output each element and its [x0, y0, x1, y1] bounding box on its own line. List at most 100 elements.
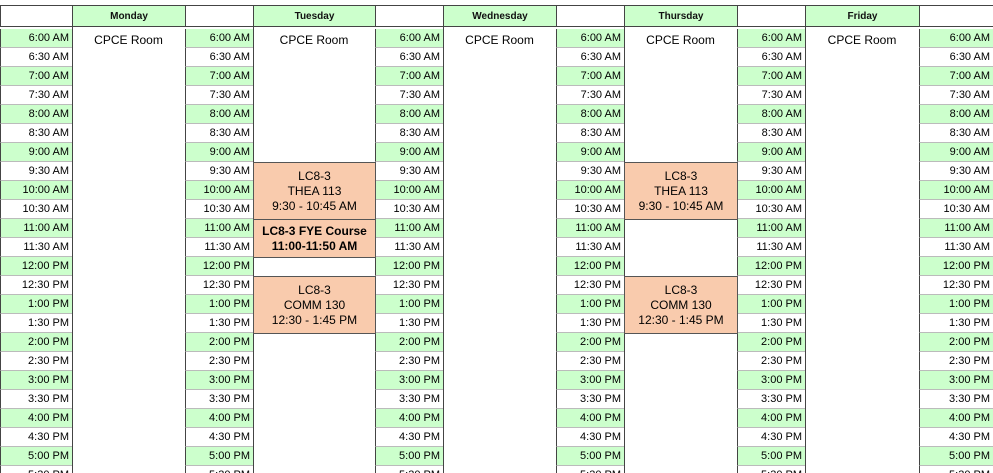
time-cell: 12:00 PM [185, 257, 253, 276]
time-cell: 7:00 AM [737, 67, 805, 86]
event-line: 11:00-11:50 AM [271, 238, 358, 253]
day-header: Friday [805, 5, 919, 27]
time-cell: 6:00 AM [375, 29, 443, 48]
time-cell: 9:30 AM [0, 162, 72, 181]
time-cell: 8:30 AM [556, 124, 624, 143]
time-cell: 6:00 AM [0, 29, 72, 48]
time-cell: 8:00 AM [185, 105, 253, 124]
time-cell: 4:30 PM [919, 428, 993, 447]
event-block: LC8-3 FYE Course 11:00-11:50 AM [253, 219, 376, 258]
time-cell: 11:30 AM [375, 238, 443, 257]
time-cell: 4:00 PM [919, 409, 993, 428]
time-cell: 3:00 PM [737, 371, 805, 390]
time-cell: 9:30 AM [919, 162, 993, 181]
time-cell: 6:00 AM [556, 29, 624, 48]
time-cell: 12:30 PM [375, 276, 443, 295]
time-cell: 9:00 AM [919, 143, 993, 162]
time-cell: 2:30 PM [919, 352, 993, 371]
time-cell: 8:00 AM [919, 105, 993, 124]
time-cell: 11:00 AM [0, 219, 72, 238]
time-cell: 1:30 PM [375, 314, 443, 333]
time-header [375, 5, 443, 27]
time-cell: 11:30 AM [737, 238, 805, 257]
time-cell: 4:00 PM [737, 409, 805, 428]
room-label: CPCE Room [827, 33, 897, 47]
time-cell: 4:00 PM [556, 409, 624, 428]
time-cell: 1:30 PM [919, 314, 993, 333]
time-cell: 8:30 AM [185, 124, 253, 143]
time-cell: 2:30 PM [556, 352, 624, 371]
time-cell: 6:30 AM [0, 48, 72, 67]
time-cell: 5:00 PM [375, 447, 443, 466]
time-cell: 5:00 PM [0, 447, 72, 466]
time-cell: 4:00 PM [185, 409, 253, 428]
time-header [919, 5, 993, 27]
time-cell: 3:00 PM [375, 371, 443, 390]
time-cell: 9:00 AM [556, 143, 624, 162]
time-cell: 4:30 PM [185, 428, 253, 447]
event-line: 9:30 - 10:45 AM [638, 198, 724, 213]
time-cell: 12:30 PM [0, 276, 72, 295]
room-label: CPCE Room [279, 33, 349, 47]
time-cell: 11:00 AM [919, 219, 993, 238]
time-cell: 3:00 PM [185, 371, 253, 390]
time-cell: 5:30 PM [919, 466, 993, 473]
time-cell: 4:00 PM [375, 409, 443, 428]
time-cell: 8:30 AM [375, 124, 443, 143]
room-label: CPCE Room [94, 33, 163, 47]
time-cell: 11:30 AM [0, 238, 72, 257]
time-cell: 12:30 PM [185, 276, 253, 295]
column-border [72, 5, 73, 473]
time-cell: 7:30 AM [737, 86, 805, 105]
time-cell: 2:00 PM [919, 333, 993, 352]
time-cell: 8:30 AM [737, 124, 805, 143]
time-cell: 1:00 PM [737, 295, 805, 314]
time-cell: 8:00 AM [375, 105, 443, 124]
time-cell: 11:00 AM [375, 219, 443, 238]
time-cell: 4:30 PM [375, 428, 443, 447]
time-cell: 10:00 AM [919, 181, 993, 200]
time-cell: 10:00 AM [185, 181, 253, 200]
day-header: Wednesday [443, 5, 556, 27]
time-cell: 3:00 PM [556, 371, 624, 390]
time-cell: 10:30 AM [556, 200, 624, 219]
time-cell: 10:00 AM [0, 181, 72, 200]
time-cell: 12:00 PM [0, 257, 72, 276]
time-cell: 7:30 AM [919, 86, 993, 105]
time-cell: 5:00 PM [185, 447, 253, 466]
time-cell: 6:30 AM [556, 48, 624, 67]
time-cell: 12:30 PM [556, 276, 624, 295]
time-cell: 11:30 AM [556, 238, 624, 257]
event-block: LC8-3 COMM 130 12:30 - 1:45 PM [253, 276, 376, 334]
time-cell: 11:00 AM [185, 219, 253, 238]
time-cell: 3:30 PM [737, 390, 805, 409]
time-cell: 5:30 PM [737, 466, 805, 473]
time-cell: 5:00 PM [556, 447, 624, 466]
time-cell: 7:00 AM [556, 67, 624, 86]
time-cell: 7:30 AM [375, 86, 443, 105]
time-cell: 10:30 AM [0, 200, 72, 219]
time-cell: 1:00 PM [0, 295, 72, 314]
time-cell: 5:30 PM [0, 466, 72, 473]
time-cell: 9:00 AM [185, 143, 253, 162]
column-border [443, 5, 444, 473]
time-cell: 1:30 PM [0, 314, 72, 333]
time-cell: 10:30 AM [375, 200, 443, 219]
time-cell: 3:30 PM [556, 390, 624, 409]
time-cell: 3:30 PM [185, 390, 253, 409]
time-cell: 3:30 PM [375, 390, 443, 409]
time-cell: 6:00 AM [737, 29, 805, 48]
time-cell: 8:00 AM [0, 105, 72, 124]
time-cell: 9:00 AM [737, 143, 805, 162]
time-cell: 8:00 AM [737, 105, 805, 124]
time-cell: 1:00 PM [556, 295, 624, 314]
time-cell: 1:00 PM [185, 295, 253, 314]
time-cell: 5:30 PM [375, 466, 443, 473]
column-border [805, 5, 806, 473]
time-cell: 10:30 AM [185, 200, 253, 219]
time-cell: 8:00 AM [556, 105, 624, 124]
time-cell: 2:30 PM [375, 352, 443, 371]
time-cell: 12:00 PM [375, 257, 443, 276]
event-line: LC8-3 [664, 282, 698, 297]
